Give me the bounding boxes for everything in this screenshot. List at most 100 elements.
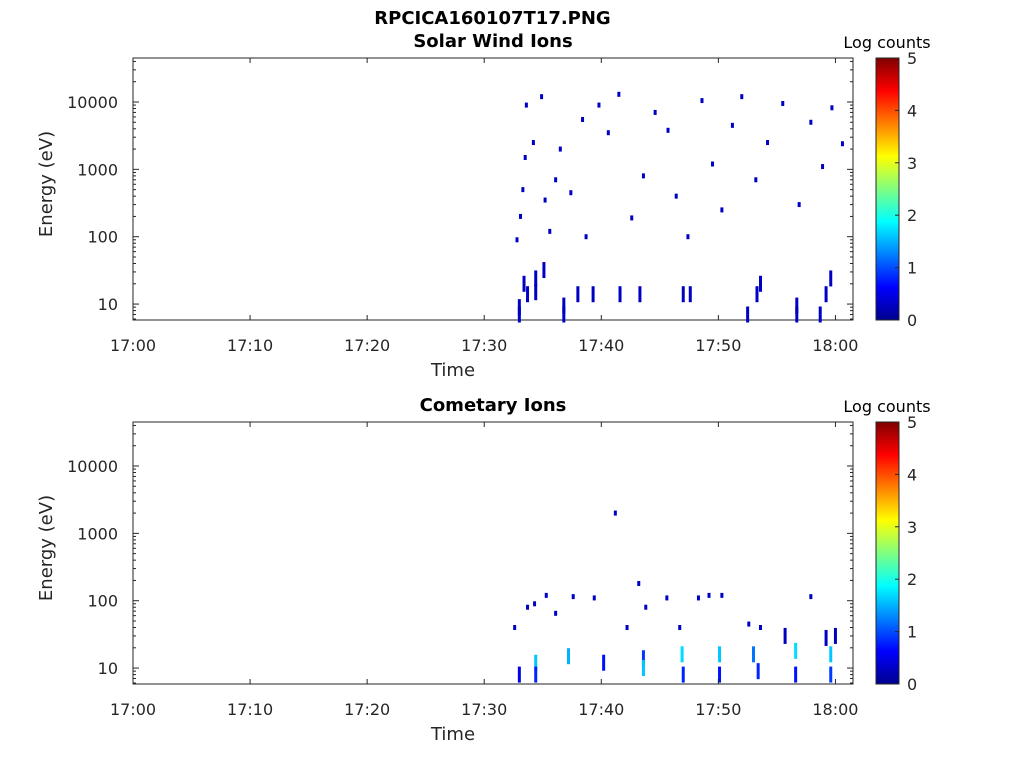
x-axis-label: Time [430,724,475,745]
spectrogram-cell [740,94,744,100]
spectrogram-cell [581,116,585,122]
x-tick-label: 17:50 [695,336,741,355]
spectrogram-cell [700,98,704,104]
y-tick-label: 10000 [67,457,118,476]
colorbar [875,421,900,685]
x-tick-label: 17:20 [344,700,390,719]
spectrogram-cell [665,595,669,601]
colorbar-tick-label: 1 [907,623,917,642]
spectrogram-cell [602,654,606,671]
spectrogram-cell [534,666,538,683]
cometary-panel: 17:00 17:10 17:20 17:30 17:40 17:50 18:0010100… [36,397,931,745]
x-axis-label: Time [430,360,475,381]
spectrogram-cell [730,122,734,128]
spectrogram-cell [766,140,770,146]
spectrogram-cell [562,306,566,323]
x-tick-label: 17:00 [110,336,156,355]
spectrogram-cell [617,91,621,97]
colorbar-tick-label: 3 [907,518,917,537]
spectrogram-cell [833,627,837,644]
spectrogram-cell [746,306,750,323]
spectrogram-cell [569,190,573,196]
spectrogram-cell [840,141,844,147]
spectrogram-cell [681,666,685,683]
spectrogram-cell [681,286,685,303]
spectrogram-cell [666,127,670,133]
y-tick-label: 10000 [67,93,118,112]
colorbar-tick-label: 5 [907,413,917,432]
x-tick-label: 17:30 [461,700,507,719]
spectrogram-cell [534,654,538,671]
spectrogram-cell [809,594,813,600]
spectrogram-cell [576,286,580,303]
spectrogram-cell [720,207,724,213]
spectrogram-cell [558,146,562,152]
panel-title-solar-wind: Solar Wind Ions [413,31,573,52]
colorbar-tick-label: 2 [907,570,917,589]
spectrogram-cell [618,286,622,303]
spectrogram-cell [824,286,828,303]
spectrogram-cell [534,270,538,287]
spectrogram-cell [830,105,834,111]
spectrogram-cell [638,286,642,303]
solar-wind-panel: 17:00 17:10 17:20 17:30 17:40 17:50 18:0010100… [36,33,931,381]
plot-area [132,421,854,685]
spectrogram-cell [824,629,828,646]
x-tick-label: 17:20 [344,336,390,355]
spectrogram-cell [544,592,548,598]
spectrogram-cell [641,660,645,677]
spectrogram-cell [795,306,799,323]
figure-title: RPCICA160107T17.PNG [374,8,611,29]
x-tick-label: 17:00 [110,700,156,719]
spectrogram-cell [829,666,833,683]
x-tick-label: 17:50 [695,700,741,719]
spectrogram-cell [718,666,722,683]
colorbar-tick-label: 0 [907,675,917,694]
spectrogram-cell [517,666,521,683]
spectrogram-cell [680,646,684,663]
spectrogram-cell [720,592,724,598]
spectrogram-cell [533,601,537,607]
spectrogram-cell [688,286,692,303]
spectrogram-cell [751,646,755,663]
spectrogram-cell [543,197,547,203]
spectrogram-cell [540,94,544,100]
spectrogram-cell [592,595,596,601]
x-tick-label: 17:10 [227,336,273,355]
spectrogram-cell [755,286,759,303]
spectrogram-cell [795,297,799,314]
colorbar [875,57,900,321]
spectrogram-cell [606,130,610,136]
x-tick-label: 17:30 [461,336,507,355]
spectrogram-cell [630,215,634,221]
spectrogram-cell [781,100,785,106]
spectrogram-cell [641,173,645,179]
spectrogram-cell [797,202,801,208]
x-tick-label: 17:40 [578,336,624,355]
spectrogram-cell [526,604,530,610]
spectrogram-cell [562,297,566,314]
x-tick-label: 18:00 [812,700,858,719]
colorbar-tick-label: 4 [907,101,917,120]
colorbar-tick-label: 4 [907,465,917,484]
spectrogram-cell [625,625,629,631]
spectrogram-cell [513,625,517,631]
spectrogram-cell [515,237,519,243]
spectrogram-cell [829,270,833,287]
spectrogram-cell [531,140,535,146]
spectrogram-cell [696,595,700,601]
spectrogram-cell [519,213,523,219]
spectrogram-cell [759,275,763,292]
spectrogram-cell [591,286,595,303]
spectrogram-cell [521,187,525,193]
spectrogram-cell [526,286,530,303]
x-tick-label: 18:00 [812,336,858,355]
spectrogram-cell [783,627,787,644]
spectrogram-cell [571,594,575,600]
spectrogram-cell [711,161,715,167]
colorbar-tick-label: 2 [907,206,917,225]
spectrogram-cell [644,604,648,610]
spectrogram-cell [756,663,760,680]
